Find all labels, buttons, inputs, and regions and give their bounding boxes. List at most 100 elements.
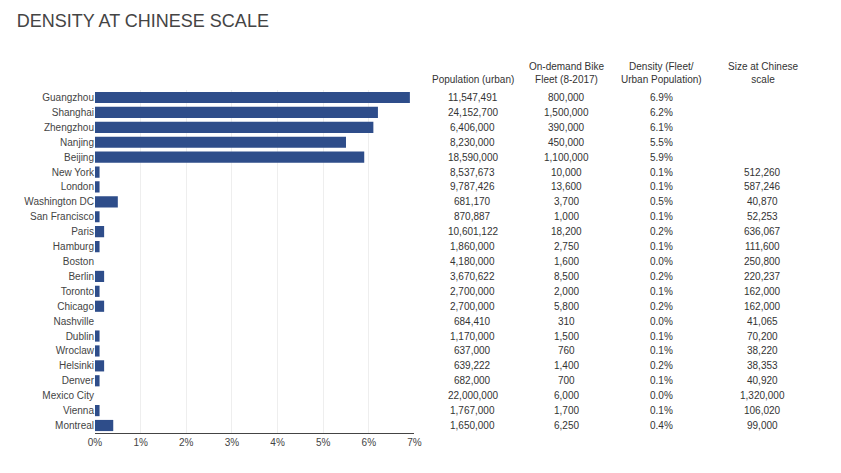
- svg-text:10,601,122: 10,601,122: [448, 226, 498, 237]
- svg-text:22,000,000: 22,000,000: [448, 390, 498, 401]
- svg-text:1,650,000: 1,650,000: [450, 420, 495, 431]
- svg-text:6,250: 6,250: [554, 420, 579, 431]
- svg-text:5.5%: 5.5%: [650, 137, 673, 148]
- svg-text:106,020: 106,020: [744, 405, 781, 416]
- svg-text:Washington DC: Washington DC: [24, 196, 94, 207]
- svg-text:24,152,700: 24,152,700: [448, 107, 498, 118]
- svg-text:Wroclaw: Wroclaw: [56, 345, 95, 356]
- svg-text:Population (urban): Population (urban): [432, 74, 514, 85]
- svg-text:Paris: Paris: [71, 226, 94, 237]
- svg-text:760: 760: [558, 345, 575, 356]
- svg-text:9,787,426: 9,787,426: [450, 181, 495, 192]
- svg-text:8,230,000: 8,230,000: [450, 137, 495, 148]
- svg-text:2%: 2%: [179, 437, 194, 448]
- svg-text:0.1%: 0.1%: [650, 241, 673, 252]
- svg-text:6.1%: 6.1%: [650, 122, 673, 133]
- svg-text:682,000: 682,000: [454, 375, 491, 386]
- svg-text:1,600: 1,600: [554, 256, 579, 267]
- svg-text:4%: 4%: [270, 437, 285, 448]
- svg-text:1,860,000: 1,860,000: [450, 241, 495, 252]
- svg-text:0.1%: 0.1%: [650, 405, 673, 416]
- svg-text:700: 700: [558, 375, 575, 386]
- svg-text:1,400: 1,400: [554, 360, 579, 371]
- svg-text:Nashville: Nashville: [53, 316, 94, 327]
- svg-text:1,170,000: 1,170,000: [450, 331, 495, 342]
- svg-text:4,180,000: 4,180,000: [450, 256, 495, 267]
- svg-text:Dublin: Dublin: [66, 331, 94, 342]
- svg-text:0.2%: 0.2%: [650, 226, 673, 237]
- svg-text:40,870: 40,870: [747, 196, 778, 207]
- svg-text:52,253: 52,253: [747, 211, 778, 222]
- svg-text:Beijing: Beijing: [64, 152, 94, 163]
- svg-text:3,670,622: 3,670,622: [450, 271, 495, 282]
- svg-text:162,000: 162,000: [744, 286, 781, 297]
- svg-text:0.2%: 0.2%: [650, 271, 673, 282]
- svg-text:636,067: 636,067: [744, 226, 781, 237]
- svg-text:Hamburg: Hamburg: [53, 241, 94, 252]
- svg-text:587,246: 587,246: [744, 181, 781, 192]
- svg-text:8,500: 8,500: [554, 271, 579, 282]
- svg-text:3%: 3%: [225, 437, 240, 448]
- svg-text:1,320,000: 1,320,000: [740, 390, 785, 401]
- svg-text:38,353: 38,353: [747, 360, 778, 371]
- svg-text:11,547,491: 11,547,491: [448, 92, 498, 103]
- svg-text:40,920: 40,920: [747, 375, 778, 386]
- svg-text:0%: 0%: [88, 437, 103, 448]
- svg-text:250,800: 250,800: [744, 256, 781, 267]
- svg-text:On-demand BikeFleet (8-2017): On-demand BikeFleet (8-2017): [529, 61, 604, 85]
- svg-text:111,600: 111,600: [745, 241, 780, 252]
- svg-text:800,000: 800,000: [548, 92, 585, 103]
- svg-text:310: 310: [558, 316, 575, 327]
- svg-text:5.9%: 5.9%: [650, 152, 673, 163]
- svg-text:450,000: 450,000: [548, 137, 585, 148]
- svg-text:London: London: [61, 181, 94, 192]
- svg-text:1%: 1%: [133, 437, 148, 448]
- svg-text:San Francisco: San Francisco: [30, 211, 94, 222]
- svg-text:1,000: 1,000: [554, 211, 579, 222]
- svg-text:Denver: Denver: [62, 375, 95, 386]
- svg-text:7%: 7%: [407, 437, 422, 448]
- svg-text:Guangzhou: Guangzhou: [42, 92, 94, 103]
- svg-text:New York: New York: [52, 167, 95, 178]
- svg-text:Size at Chinesescale: Size at Chinesescale: [728, 61, 798, 85]
- svg-text:0.0%: 0.0%: [650, 316, 673, 327]
- svg-text:637,000: 637,000: [454, 345, 491, 356]
- svg-text:1,500,000: 1,500,000: [544, 107, 589, 118]
- svg-text:Chicago: Chicago: [57, 301, 94, 312]
- svg-text:0.1%: 0.1%: [650, 375, 673, 386]
- svg-text:1,100,000: 1,100,000: [544, 152, 589, 163]
- svg-text:220,237: 220,237: [744, 271, 781, 282]
- svg-text:5,800: 5,800: [554, 301, 579, 312]
- svg-text:2,700,000: 2,700,000: [450, 301, 495, 312]
- svg-text:0.1%: 0.1%: [650, 167, 673, 178]
- svg-text:0.0%: 0.0%: [650, 256, 673, 267]
- svg-text:512,260: 512,260: [744, 167, 781, 178]
- svg-text:870,887: 870,887: [454, 211, 491, 222]
- svg-text:639,222: 639,222: [454, 360, 491, 371]
- svg-text:Vienna: Vienna: [63, 405, 94, 416]
- svg-text:99,000: 99,000: [747, 420, 778, 431]
- svg-text:6,000: 6,000: [554, 390, 579, 401]
- svg-text:Nanjing: Nanjing: [60, 137, 94, 148]
- svg-text:5%: 5%: [316, 437, 331, 448]
- svg-text:DENSITY AT CHINESE SCALE: DENSITY AT CHINESE SCALE: [17, 11, 269, 31]
- svg-text:Zhengzhou: Zhengzhou: [44, 122, 94, 133]
- svg-text:Density (Fleet/Urban Populatio: Density (Fleet/Urban Population): [621, 61, 702, 85]
- svg-text:1,500: 1,500: [554, 331, 579, 342]
- svg-text:0.1%: 0.1%: [650, 345, 673, 356]
- svg-text:1,700: 1,700: [554, 405, 579, 416]
- svg-text:1,767,000: 1,767,000: [450, 405, 495, 416]
- svg-text:684,410: 684,410: [454, 316, 491, 327]
- svg-text:390,000: 390,000: [548, 122, 585, 133]
- svg-text:0.1%: 0.1%: [650, 286, 673, 297]
- svg-text:Toronto: Toronto: [61, 286, 95, 297]
- svg-text:6%: 6%: [362, 437, 377, 448]
- svg-text:18,590,000: 18,590,000: [448, 152, 498, 163]
- svg-text:2,750: 2,750: [554, 241, 579, 252]
- svg-text:0.1%: 0.1%: [650, 331, 673, 342]
- svg-text:Shanghai: Shanghai: [52, 107, 94, 118]
- svg-text:6,406,000: 6,406,000: [450, 122, 495, 133]
- svg-text:2,700,000: 2,700,000: [450, 286, 495, 297]
- svg-text:2,000: 2,000: [554, 286, 579, 297]
- svg-text:8,537,673: 8,537,673: [450, 167, 495, 178]
